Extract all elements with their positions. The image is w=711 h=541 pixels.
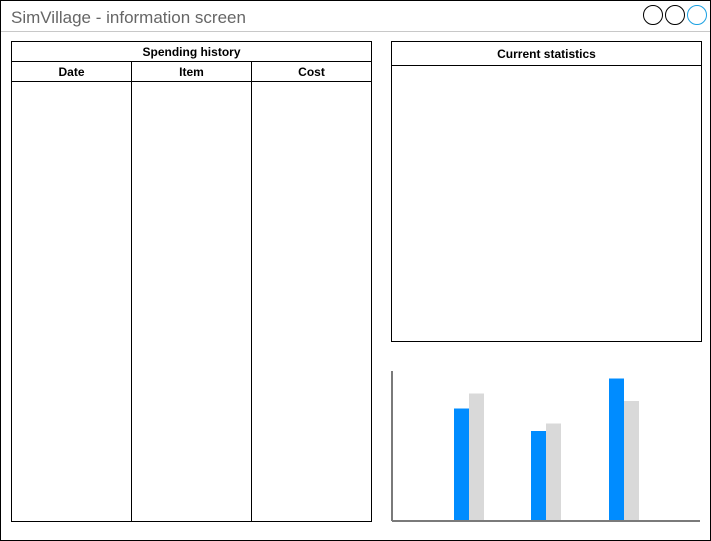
cost-column [252, 82, 371, 521]
minimize-button[interactable] [643, 5, 663, 25]
bar-series-1-2 [531, 431, 546, 521]
title-bar: SimVillage - information screen [1, 1, 710, 32]
window-controls [643, 5, 707, 27]
spending-history-table-header: Date Item Cost [12, 62, 371, 82]
bar-series-1-1 [454, 408, 469, 521]
bar-series-2-3 [624, 401, 639, 521]
current-statistics-title: Current statistics [392, 42, 701, 66]
current-statistics-panel: Current statistics [391, 41, 702, 342]
spending-history-title: Spending history [12, 42, 371, 62]
cost-column-header: Cost [298, 64, 325, 79]
item-column [132, 82, 252, 521]
window-title: SimVillage - information screen [11, 8, 246, 27]
item-column-header: Item [132, 62, 252, 81]
bar-chart-svg [391, 371, 700, 522]
date-column-header: Date [12, 62, 132, 81]
statistics-bar-chart [390, 371, 702, 523]
close-button[interactable] [687, 5, 707, 25]
bar-series-1-3 [609, 378, 624, 521]
spending-history-table-body [12, 82, 371, 521]
bar-series-2-2 [546, 423, 561, 521]
spending-history-panel: Spending history Date Item Cost [11, 41, 372, 522]
bar-series-2-1 [469, 393, 484, 521]
maximize-button[interactable] [665, 5, 685, 25]
date-column [12, 82, 132, 521]
